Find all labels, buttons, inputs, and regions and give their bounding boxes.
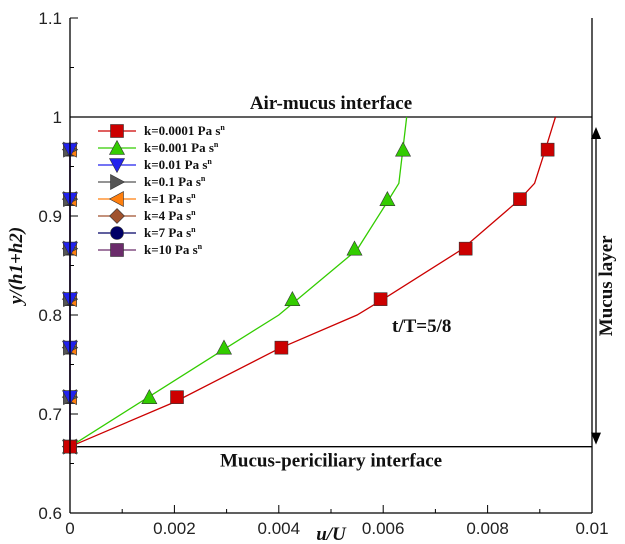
series-1-point bbox=[274, 340, 289, 355]
tick-labels: 0 0.002 0.004 0.006 0.008 0.01 0.6 0.7 0.8 0.9 1 1.… bbox=[6, 9, 609, 544]
axes bbox=[69, 17, 593, 514]
legend-marker bbox=[108, 158, 126, 174]
legend-marker bbox=[108, 190, 124, 208]
series-1-point bbox=[540, 142, 555, 157]
series-1-point bbox=[458, 241, 473, 256]
mucus-periciliary-interface-label: Mucus-periciliary interface bbox=[220, 451, 442, 472]
legend-entry-2: k=0.001 Pa sn bbox=[98, 139, 219, 155]
interface-lines bbox=[70, 116, 592, 448]
series-2-point bbox=[379, 191, 396, 206]
series-1-point bbox=[170, 390, 184, 404]
legend-marker bbox=[110, 243, 124, 257]
legend-entry-3: k=0.01 Pa sn bbox=[98, 157, 212, 174]
y-tick-label: 0.6 bbox=[38, 504, 62, 523]
series-1-point bbox=[513, 192, 527, 206]
legend-entry-7: k=7 Pa sn bbox=[98, 225, 196, 240]
legend-label: k=1 Pa sn bbox=[144, 191, 196, 206]
series-2-point bbox=[141, 389, 158, 404]
legend-label: k=4 Pa sn bbox=[144, 208, 196, 223]
y-tick-label: 0.8 bbox=[38, 306, 62, 325]
series-1-line bbox=[69, 116, 557, 448]
arrow-head-up-icon bbox=[591, 127, 601, 139]
series-2-point bbox=[395, 141, 412, 157]
legend-entry-5: k=1 Pa sn bbox=[98, 190, 196, 208]
air-mucus-interface-label: Air-mucus interface bbox=[250, 93, 412, 114]
y-tick-label: 1 bbox=[53, 108, 62, 127]
legend-marker bbox=[109, 208, 125, 224]
legend-label: k=0.001 Pa sn bbox=[144, 140, 219, 155]
y-tick-label: 1.1 bbox=[38, 9, 62, 28]
time-label: t/T=5/8 bbox=[392, 316, 451, 337]
series-1 bbox=[63, 116, 557, 454]
series-2-point bbox=[346, 240, 363, 256]
legend-label: k=7 Pa sn bbox=[144, 225, 196, 240]
y-tick-label: 0.9 bbox=[38, 207, 62, 226]
legend-entry-4: k=0.1 Pa sn bbox=[98, 173, 206, 191]
legend-label: k=10 Pa sn bbox=[144, 242, 203, 257]
x-tick-label: 0.002 bbox=[153, 519, 196, 538]
annotations: Air-mucus interface Mucus-periciliary int… bbox=[220, 93, 617, 472]
legend-label: k=0.1 Pa sn bbox=[144, 174, 206, 189]
x-tick-label: 0 bbox=[65, 519, 74, 538]
x-tick-label: 0.01 bbox=[575, 519, 608, 538]
legend-label: k=0.01 Pa sn bbox=[144, 157, 212, 172]
legend-label: k=0.0001 Pa sn bbox=[144, 123, 225, 138]
legend-marker bbox=[110, 173, 126, 191]
legend-marker bbox=[110, 226, 124, 240]
series-layer bbox=[61, 116, 557, 455]
mucus-layer-label: Mucus layer bbox=[596, 235, 617, 336]
legend-entry-6: k=4 Pa sn bbox=[98, 208, 196, 224]
legend-marker bbox=[110, 124, 124, 138]
x-tick-label: 0.008 bbox=[466, 519, 509, 538]
series-2-point bbox=[284, 291, 301, 306]
series-1-point bbox=[373, 292, 388, 306]
series-2-line bbox=[69, 116, 408, 448]
legend: k=0.0001 Pa sn k=0.001 Pa sn k=0.01 Pa sn k… bbox=[98, 123, 225, 257]
y-tick-label: 0.7 bbox=[38, 405, 62, 424]
x-tick-label: 0.004 bbox=[258, 519, 301, 538]
legend-marker bbox=[108, 139, 126, 155]
x-axis-label: u/U bbox=[316, 524, 347, 544]
arrow-head-down-icon bbox=[591, 432, 601, 445]
x-tick-label: 0.006 bbox=[362, 519, 405, 538]
legend-entry-1: k=0.0001 Pa sn bbox=[98, 123, 225, 138]
y-axis-label: y/(h1+h2) bbox=[6, 227, 27, 306]
series-2-point bbox=[215, 339, 232, 355]
legend-entry-8: k=10 Pa sn bbox=[98, 242, 203, 257]
